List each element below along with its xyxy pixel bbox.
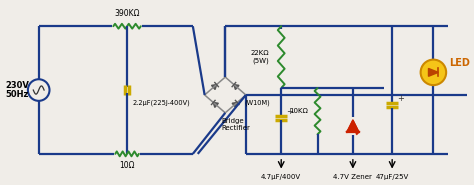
Polygon shape [234, 85, 239, 90]
Text: +: + [286, 107, 293, 116]
Text: 4.7V Zener: 4.7V Zener [333, 174, 372, 179]
Text: 10Ω: 10Ω [119, 161, 135, 170]
Text: (W10M): (W10M) [244, 100, 270, 106]
Text: 50Hz: 50Hz [5, 90, 29, 100]
Text: 10KΩ: 10KΩ [289, 108, 308, 114]
Text: 47μF/25V: 47μF/25V [375, 174, 409, 179]
Text: 22KΩ
(5W): 22KΩ (5W) [251, 50, 269, 64]
Text: Bridge
Rectifier: Bridge Rectifier [221, 118, 250, 131]
Circle shape [420, 60, 446, 85]
Polygon shape [232, 102, 237, 107]
Text: 4.7μF/400V: 4.7μF/400V [261, 174, 301, 179]
Text: 390KΩ: 390KΩ [114, 9, 140, 18]
Polygon shape [211, 85, 217, 90]
Text: 2.2μF(225J-400V): 2.2μF(225J-400V) [133, 100, 191, 106]
Polygon shape [347, 120, 359, 132]
Polygon shape [428, 68, 438, 76]
Polygon shape [213, 102, 219, 107]
Text: LED: LED [449, 58, 470, 68]
Text: +: + [397, 94, 404, 103]
Text: 230V: 230V [5, 81, 29, 90]
